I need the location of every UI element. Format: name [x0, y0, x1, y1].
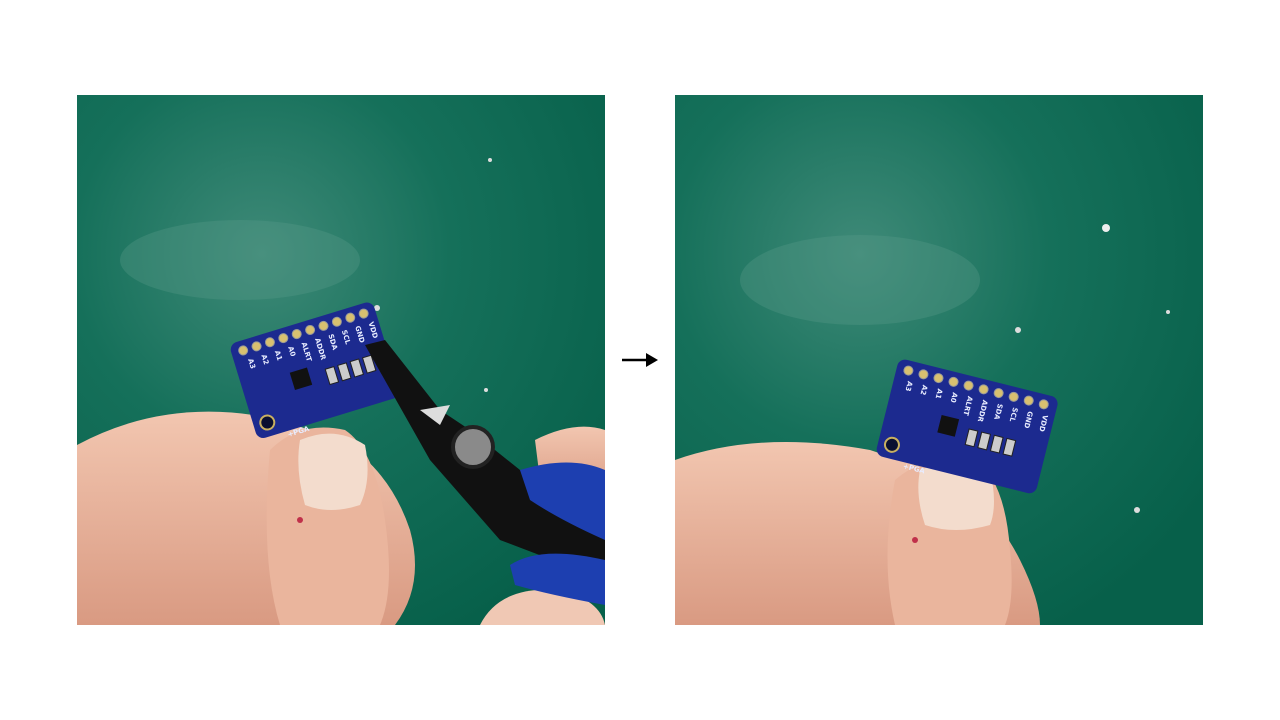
pin-pad: [358, 308, 369, 319]
breakout-board: A3 A2 A1 A0 ALRT ADDR SDA SCL GND VDD+PGA: [230, 302, 400, 439]
pin-pad: [238, 345, 249, 356]
pin-label: VDD: [1037, 414, 1049, 433]
pin-pad: [948, 376, 959, 387]
resistor: [989, 434, 1004, 454]
photo-after: A3 A2 A1 A0 ALRT ADDR SDA SCL GND VDD+PGA: [675, 95, 1203, 625]
pin-label: SDA: [992, 403, 1004, 421]
pin-pad: [291, 329, 302, 340]
pin-pad: [331, 316, 342, 327]
pin-label: A1: [273, 349, 284, 361]
resistor: [337, 362, 352, 382]
pin-label: A3: [246, 358, 257, 370]
pin-pad: [305, 324, 316, 335]
pin-pad: [1023, 395, 1034, 406]
pin-pad: [251, 341, 262, 352]
pin-pad: [345, 312, 356, 323]
resistor: [964, 428, 979, 448]
pin-label: A3: [903, 380, 913, 392]
pin-label: A2: [259, 354, 270, 366]
pin-label: A0: [949, 392, 959, 404]
photo-before: A3 A2 A1 A0 ALRT ADDR SDA SCL GND VDD+PGA: [77, 95, 605, 625]
pin-label: A2: [919, 384, 929, 396]
resistor: [324, 365, 340, 386]
pin-label: A0: [286, 345, 297, 357]
breakout-board: A3 A2 A1 A0 ALRT ADDR SDA SCL GND VDD+PGA: [876, 359, 1058, 494]
pin-label: A1: [934, 388, 944, 400]
pin-pad: [903, 365, 914, 376]
pin-pad: [963, 380, 974, 391]
pin-pad: [1008, 391, 1019, 402]
resistor: [349, 358, 365, 378]
pin-pad: [933, 373, 944, 384]
pin-pad: [264, 337, 275, 348]
pin-pad: [1038, 399, 1049, 410]
pin-pad: [318, 320, 329, 331]
arrow: [622, 353, 658, 367]
pin-pad: [993, 388, 1004, 399]
resistor: [977, 431, 992, 451]
pin-pad: [918, 369, 929, 380]
resistor: [1002, 437, 1017, 457]
pin-label: SCL: [1008, 407, 1019, 424]
resistor: [361, 354, 377, 374]
pin-pad: [978, 384, 989, 395]
pin-pad: [278, 333, 289, 344]
